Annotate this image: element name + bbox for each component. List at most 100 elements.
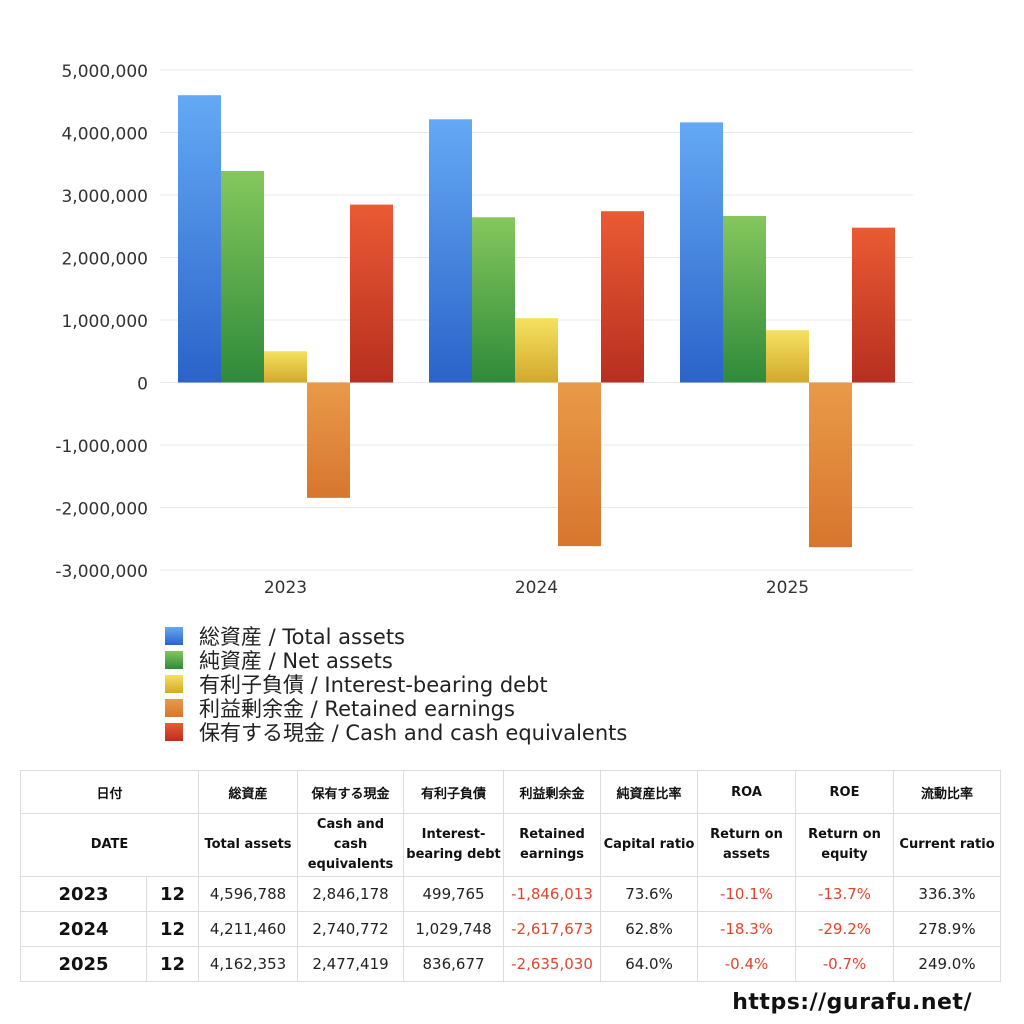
cell-year: 2023 <box>20 876 147 912</box>
table-row: 2023 12 4,596,788 2,846,178 499,765 -1,8… <box>20 876 1002 912</box>
financial-table: 日付 総資産 保有する現金 有利子負債 利益剰余金 純資産比率 ROA ROE … <box>19 770 1002 982</box>
cell-cash: 2,846,178 <box>297 876 405 912</box>
cell-retained: -1,846,013 <box>503 876 602 912</box>
legend-item: 総資産 / Total assets <box>165 624 627 649</box>
cell-retained: -2,617,673 <box>503 911 602 947</box>
x-tick-label: 2024 <box>515 578 558 598</box>
header-roe-jp: ROE <box>795 770 895 814</box>
header-capital-ratio-en: Capital ratio <box>600 813 699 877</box>
site-url[interactable]: https://gurafu.net/ <box>732 990 972 1015</box>
bar-2023-s3 <box>307 382 350 498</box>
y-tick-label: 2,000,000 <box>61 250 148 270</box>
legend-label: 有利子負債 / Interest-bearing debt <box>199 673 548 697</box>
header-retained-jp: 利益剰余金 <box>503 770 602 814</box>
cell-cash: 2,477,419 <box>297 946 405 982</box>
bar-2025-s0 <box>680 122 723 383</box>
x-axis-tick-labels: 2023 2024 2025 <box>264 578 809 598</box>
header-roa-jp: ROA <box>697 770 797 814</box>
y-tick-label: -3,000,000 <box>55 562 148 582</box>
header-roa-en: Return on assets <box>697 813 797 877</box>
x-tick-label: 2023 <box>264 578 307 598</box>
header-retained-en: Retained earnings <box>503 813 602 877</box>
cell-month: 12 <box>145 946 200 982</box>
legend-item: 利益剰余金 / Retained earnings <box>165 696 627 721</box>
y-tick-label: 4,000,000 <box>61 125 148 145</box>
cell-roe: -29.2% <box>795 911 895 947</box>
bar-2024-s1 <box>472 217 515 383</box>
cell-current-ratio: 249.0% <box>893 946 1002 982</box>
cell-debt: 1,029,748 <box>403 911 505 947</box>
header-debt-jp: 有利子負債 <box>403 770 505 814</box>
bar-2024-s3 <box>558 382 601 547</box>
bar-2024-s0 <box>429 119 472 383</box>
header-cash-jp: 保有する現金 <box>297 770 405 814</box>
legend-swatch-net-assets <box>165 651 183 669</box>
cell-year: 2024 <box>20 911 147 947</box>
cell-debt: 836,677 <box>403 946 505 982</box>
y-tick-label: -1,000,000 <box>55 437 148 457</box>
header-roe-en: Return on equity <box>795 813 895 877</box>
bar-2024-s2 <box>515 318 558 383</box>
legend-swatch-retained-earnings <box>165 699 183 717</box>
cell-debt: 499,765 <box>403 876 505 912</box>
bar-2025-s3 <box>809 382 852 548</box>
legend-label: 総資産 / Total assets <box>199 625 405 649</box>
bar-2023-s2 <box>264 351 307 383</box>
legend-label: 純資産 / Net assets <box>199 649 393 673</box>
y-axis-tick-labels: 5,000,000 4,000,000 3,000,000 2,000,000 1,00… <box>55 62 148 582</box>
header-row-jp: 日付 総資産 保有する現金 有利子負債 利益剰余金 純資産比率 ROA ROE … <box>19 770 1002 814</box>
y-tick-label: 1,000,000 <box>61 312 148 332</box>
header-date-en: DATE <box>19 813 200 877</box>
y-tick-label: 3,000,000 <box>61 187 148 207</box>
bar-2025-s4 <box>852 227 895 383</box>
bar-2025-s2 <box>766 330 809 383</box>
header-capital-ratio-jp: 純資産比率 <box>600 770 699 814</box>
cell-roe: -0.7% <box>795 946 895 982</box>
bar-2023-s4 <box>350 204 393 383</box>
legend-label: 利益剰余金 / Retained earnings <box>199 697 515 721</box>
cell-capital-ratio: 73.6% <box>600 876 699 912</box>
cell-month: 12 <box>145 876 200 912</box>
cell-capital-ratio: 62.8% <box>600 911 699 947</box>
legend-item: 保有する現金 / Cash and cash equivalents <box>165 720 628 745</box>
header-debt-en: Interest-bearing debt <box>403 813 505 877</box>
bar-2024-s4 <box>601 211 644 383</box>
cell-retained: -2,635,030 <box>503 946 602 982</box>
header-cash-en: Cash and cash equivalents <box>297 813 405 877</box>
header-current-ratio-jp: 流動比率 <box>893 770 1002 814</box>
cell-year: 2025 <box>20 946 147 982</box>
bar-chart: 5,000,000 4,000,000 3,000,000 2,000,000 1,00… <box>55 62 913 598</box>
legend-swatch-interest-bearing-debt <box>165 675 183 693</box>
legend-label: 保有する現金 / Cash and cash equivalents <box>199 721 628 745</box>
header-current-ratio-en: Current ratio <box>893 813 1002 877</box>
legend-item: 純資産 / Net assets <box>165 648 627 673</box>
legend-item: 有利子負債 / Interest-bearing debt <box>165 672 627 697</box>
legend: 総資産 / Total assets 純資産 / Net assets 有利子負… <box>165 624 628 745</box>
x-tick-label: 2025 <box>766 578 809 598</box>
bars <box>178 95 895 548</box>
header-row-en: DATE Total assets Cash and cash equivale… <box>19 813 1002 877</box>
legend-swatch-total-assets <box>165 627 183 645</box>
cell-roa: -10.1% <box>697 876 797 912</box>
cell-month: 12 <box>145 911 200 947</box>
table-row: 2025 12 4,162,353 2,477,419 836,677 -2,6… <box>20 946 1002 982</box>
y-tick-label: 0 <box>137 375 148 395</box>
table-row: 2024 12 4,211,460 2,740,772 1,029,748 -2… <box>20 911 1002 947</box>
cell-total-assets: 4,596,788 <box>198 876 299 912</box>
y-tick-label: 5,000,000 <box>61 62 148 82</box>
cell-total-assets: 4,162,353 <box>198 946 299 982</box>
y-tick-label: -2,000,000 <box>55 500 148 520</box>
bar-2025-s1 <box>723 216 766 383</box>
cell-capital-ratio: 64.0% <box>600 946 699 982</box>
cell-cash: 2,740,772 <box>297 911 405 947</box>
cell-roe: -13.7% <box>795 876 895 912</box>
cell-roa: -18.3% <box>697 911 797 947</box>
legend-swatch-cash <box>165 723 183 741</box>
cell-total-assets: 4,211,460 <box>198 911 299 947</box>
cell-roa: -0.4% <box>697 946 797 982</box>
header-total-assets-en: Total assets <box>198 813 299 877</box>
bar-2023-s1 <box>221 170 264 383</box>
cell-current-ratio: 278.9% <box>893 911 1002 947</box>
header-total-assets-jp: 総資産 <box>198 770 299 814</box>
bar-2023-s0 <box>178 95 221 383</box>
